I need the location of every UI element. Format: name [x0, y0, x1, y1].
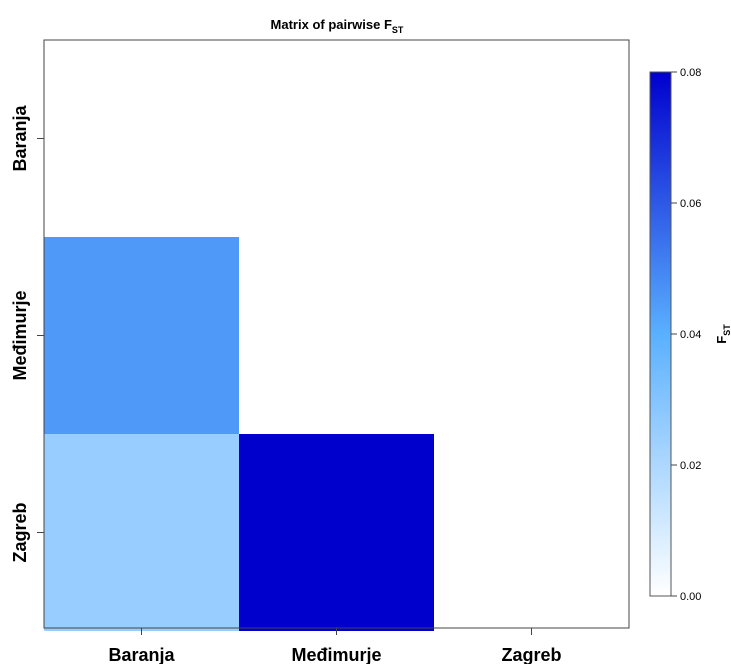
chart-title: Matrix of pairwise FST: [271, 17, 404, 35]
colorbar-label-main: F: [714, 336, 729, 344]
x-tick-label-0: Baranja: [108, 645, 175, 664]
heatmap-cell-2: [239, 434, 434, 631]
heatmap-cell-0: [44, 237, 239, 434]
colorbar-tick-label-3: 0.06: [680, 198, 701, 210]
colorbar-tick-label-0: 0.00: [680, 591, 701, 603]
colorbar-label-subscript: ST: [722, 324, 731, 336]
x-axis: Baranja Međimurje Zagreb: [108, 628, 562, 665]
x-tick-label-2: Zagreb: [501, 645, 561, 664]
chart-title-subscript: ST: [392, 25, 404, 35]
colorbar-tick-label-1: 0.02: [680, 460, 701, 472]
colorbar-ticks: 0.00 0.02 0.04 0.06 0.08: [671, 67, 701, 603]
colorbar-tick-label-2: 0.04: [680, 329, 701, 341]
y-tick-label-0: Baranja: [10, 105, 30, 172]
colorbar-tick-label-4: 0.08: [680, 67, 701, 79]
x-tick-label-1: Međimurje: [291, 645, 381, 664]
heatmap-cell-1: [44, 434, 239, 631]
y-tick-label-1: Međimurje: [10, 290, 30, 380]
chart-title-main: Matrix of pairwise F: [271, 17, 392, 32]
colorbar: [649, 71, 672, 597]
y-tick-label-2: Zagreb: [10, 502, 30, 562]
heatmap-cells: [44, 237, 434, 631]
y-axis: Baranja Međimurje Zagreb: [10, 105, 44, 563]
colorbar-label: FST: [714, 324, 731, 344]
